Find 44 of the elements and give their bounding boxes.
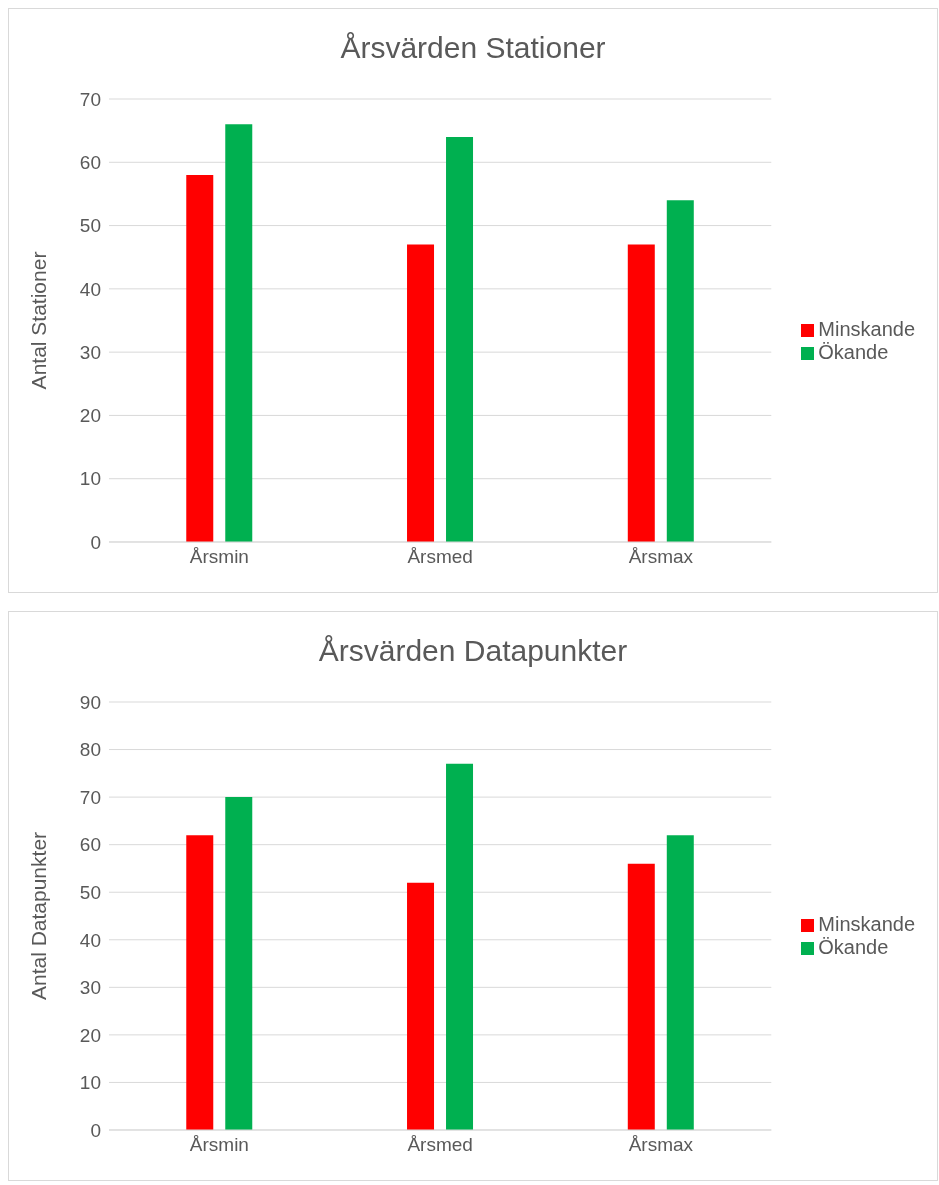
legend-label: Minskande xyxy=(818,317,915,340)
x-tick-label: Årsmed xyxy=(407,1134,473,1156)
y-tick-label: 50 xyxy=(79,881,101,903)
y-axis-title: Antal Stationer xyxy=(27,251,51,390)
y-tick-label: 30 xyxy=(79,977,101,999)
bar xyxy=(186,174,214,542)
bar xyxy=(627,244,655,542)
bar xyxy=(666,835,694,1130)
y-tick-label: 10 xyxy=(79,468,101,490)
bar xyxy=(225,124,253,542)
x-tick-label: Årsmed xyxy=(407,546,473,568)
y-axis-title: Antal Datapunkter xyxy=(27,831,51,1001)
chart-title: Årsvärden Datapunkter xyxy=(317,633,629,669)
bar xyxy=(407,244,435,542)
bar xyxy=(446,763,474,1130)
y-tick-label: 60 xyxy=(79,834,101,856)
y-tick-label: 20 xyxy=(79,1024,101,1046)
y-tick-label: 20 xyxy=(79,405,101,427)
legend-label: Ökande xyxy=(818,936,889,958)
x-tick-label: Årsmin xyxy=(189,1134,249,1156)
y-tick-label: 70 xyxy=(79,786,101,808)
bar xyxy=(186,835,214,1130)
legend-label: Ökande xyxy=(818,340,889,363)
y-tick-label: 0 xyxy=(90,1119,101,1141)
x-tick-label: Årsmax xyxy=(628,546,694,568)
bar xyxy=(627,863,655,1130)
bar xyxy=(446,136,474,542)
x-tick-label: Årsmax xyxy=(628,1134,694,1156)
y-tick-label: 80 xyxy=(79,739,101,761)
chart-title: Årsvärden Stationer xyxy=(339,30,607,66)
x-tick-label: Årsmin xyxy=(189,546,249,568)
bar xyxy=(407,882,435,1130)
bar xyxy=(225,797,253,1130)
y-tick-label: 0 xyxy=(90,531,101,553)
y-tick-label: 10 xyxy=(79,1072,101,1094)
y-tick-label: 60 xyxy=(79,152,101,174)
y-tick-label: 40 xyxy=(79,278,101,300)
y-tick-label: 40 xyxy=(79,929,101,951)
y-tick-label: 30 xyxy=(79,341,101,363)
y-tick-label: 50 xyxy=(79,215,101,237)
bar xyxy=(666,200,694,542)
legend-label: Minskande xyxy=(818,913,915,935)
y-tick-label: 70 xyxy=(79,88,101,110)
y-tick-label: 90 xyxy=(79,691,101,713)
